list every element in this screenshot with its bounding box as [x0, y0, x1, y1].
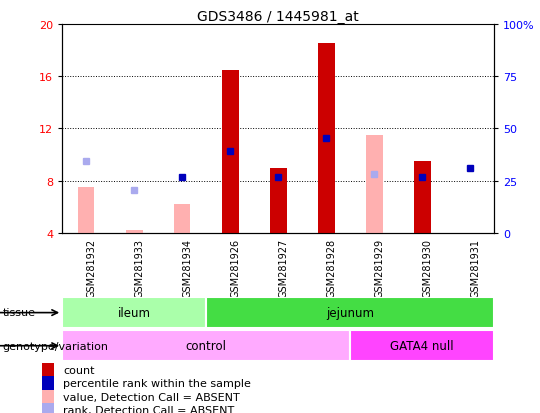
- Text: GSM281927: GSM281927: [278, 238, 288, 297]
- Text: tissue: tissue: [3, 308, 36, 318]
- Bar: [78, 188, 94, 233]
- Bar: [206, 297, 494, 328]
- Bar: [222, 70, 239, 233]
- Text: control: control: [186, 339, 227, 352]
- Text: value, Detection Call = ABSENT: value, Detection Call = ABSENT: [64, 392, 240, 401]
- Text: jejunum: jejunum: [326, 306, 374, 319]
- Text: GSM281930: GSM281930: [422, 238, 432, 297]
- Bar: [62, 330, 350, 361]
- Text: genotype/variation: genotype/variation: [3, 341, 109, 351]
- Bar: [42, 363, 53, 377]
- Bar: [350, 330, 494, 361]
- Text: GSM281926: GSM281926: [230, 238, 240, 297]
- Bar: [42, 390, 53, 404]
- Text: GSM281933: GSM281933: [134, 238, 144, 297]
- Title: GDS3486 / 1445981_at: GDS3486 / 1445981_at: [197, 10, 359, 24]
- Text: GSM281932: GSM281932: [86, 238, 96, 297]
- Text: GSM281929: GSM281929: [374, 238, 384, 297]
- Bar: [42, 403, 53, 413]
- Text: count: count: [64, 365, 95, 375]
- Text: rank, Detection Call = ABSENT: rank, Detection Call = ABSENT: [64, 405, 235, 413]
- Text: ileum: ileum: [118, 306, 151, 319]
- Text: percentile rank within the sample: percentile rank within the sample: [64, 378, 251, 388]
- Bar: [414, 161, 430, 233]
- Bar: [174, 205, 191, 233]
- Text: GSM281928: GSM281928: [326, 238, 336, 297]
- Bar: [62, 297, 206, 328]
- Bar: [42, 376, 53, 390]
- Text: GSM281931: GSM281931: [470, 238, 480, 297]
- Text: GSM281934: GSM281934: [182, 238, 192, 297]
- Bar: [318, 44, 334, 233]
- Bar: [126, 231, 143, 233]
- Text: GATA4 null: GATA4 null: [390, 339, 454, 352]
- Bar: [366, 135, 382, 233]
- Bar: [269, 168, 287, 233]
